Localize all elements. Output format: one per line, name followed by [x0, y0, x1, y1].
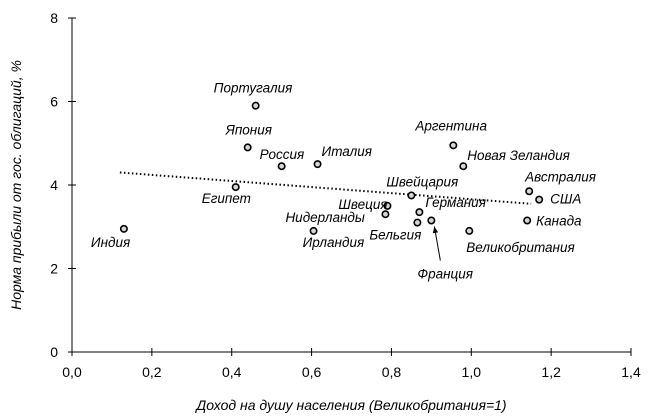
- point-label: Бельгия: [369, 228, 421, 243]
- y-axis-title: Норма прибыли от гос. облигаций, %: [8, 60, 24, 310]
- point-label: Египет: [202, 191, 251, 206]
- data-point: [383, 201, 392, 210]
- x-tick-label: 0,6: [302, 364, 322, 380]
- data-point: [251, 101, 260, 110]
- trendline-layer: [119, 171, 532, 205]
- point-label: Россия: [260, 147, 305, 162]
- data-point: [407, 191, 416, 200]
- point-label: Канада: [536, 213, 582, 228]
- point-label: Австралия: [524, 169, 596, 184]
- point-label: Франция: [417, 266, 473, 281]
- point-label: Аргентина: [414, 118, 487, 133]
- data-point: [525, 187, 534, 196]
- data-point: [523, 216, 532, 225]
- arrow-head: [432, 226, 439, 234]
- point-label: Великобритания: [466, 240, 574, 255]
- x-tick-label: 1,0: [462, 364, 482, 380]
- data-point: [449, 141, 458, 150]
- x-axis-title: Доход на душу населения (Великобритания=…: [194, 397, 506, 413]
- data-point: [119, 224, 128, 233]
- y-tick-label: 4: [50, 177, 58, 193]
- point-label: США: [550, 192, 581, 207]
- x-tick-label: 0,0: [62, 364, 82, 380]
- point-label: Нидерланды: [285, 210, 364, 225]
- data-point: [243, 143, 252, 152]
- data-point: [313, 160, 322, 169]
- data-point: [231, 183, 240, 192]
- data-points: [119, 101, 544, 235]
- data-point: [277, 162, 286, 171]
- data-point: [381, 210, 390, 219]
- x-tick-label: 0,2: [142, 364, 162, 380]
- annotations: [432, 226, 441, 261]
- point-label: Швейцария: [386, 174, 458, 189]
- x-tick-label: 1,4: [621, 364, 641, 380]
- x-tick-label: 1,2: [541, 364, 561, 380]
- point-label: Германия: [425, 195, 486, 210]
- x-tick-label: 0,4: [222, 364, 242, 380]
- trendline: [119, 171, 532, 205]
- axes: 0,0 0,2 0,4 0,6 0,8 1,0 1,2 1,4 0 2 4 6 8: [50, 10, 641, 380]
- data-point: [459, 162, 468, 171]
- point-labels: Индия Египет Португалия Япония Россия Италия И…: [91, 81, 596, 282]
- point-label: Португалия: [214, 81, 293, 96]
- data-point: [415, 208, 424, 217]
- data-point: [413, 218, 422, 227]
- point-label: Ирландия: [303, 235, 365, 250]
- data-point: [535, 195, 544, 204]
- y-tick-label: 8: [50, 10, 58, 26]
- x-tick-label: 0,8: [382, 364, 402, 380]
- point-label: Япония: [225, 122, 272, 137]
- data-point: [465, 226, 474, 235]
- point-label: Индия: [91, 235, 130, 250]
- data-point: [427, 216, 436, 225]
- data-point: [309, 226, 318, 235]
- point-label: Швеция: [338, 197, 387, 212]
- y-tick-label: 0: [50, 344, 58, 360]
- y-tick-label: 6: [50, 94, 58, 110]
- y-tick-label: 2: [50, 261, 58, 277]
- point-label: Италия: [322, 144, 372, 159]
- point-label: Новая Зеландия: [467, 148, 570, 163]
